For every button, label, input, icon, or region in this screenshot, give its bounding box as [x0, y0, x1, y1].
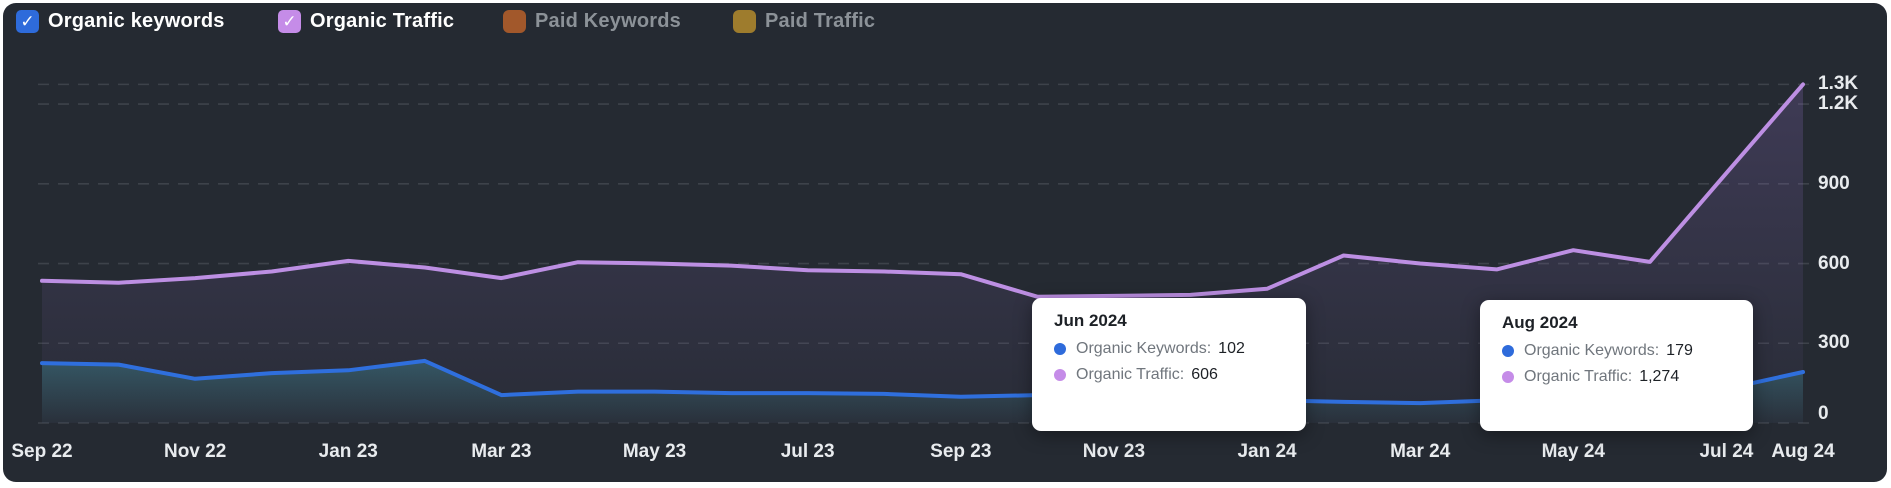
x-axis-label: Sep 23 — [930, 441, 992, 462]
series-dot-icon — [1054, 343, 1066, 355]
y-axis-label: 1.3K — [1818, 73, 1859, 95]
tooltip-row-value: 1,274 — [1639, 368, 1680, 385]
y-axis-label: 300 — [1818, 332, 1850, 354]
legend-item-organic-keywords[interactable]: ✓ Organic keywords — [16, 10, 225, 33]
legend-item-organic-traffic[interactable]: ✓ Organic Traffic — [278, 10, 454, 33]
legend-item-label: Organic Traffic — [310, 10, 455, 32]
x-axis-label: Mar 23 — [471, 441, 532, 462]
tooltip-title: Aug 2024 — [1502, 313, 1578, 332]
tooltip-row-label: Organic Traffic: — [1076, 366, 1185, 383]
series-dot-icon — [1502, 345, 1514, 357]
tooltip-row-label: Organic Traffic: — [1524, 368, 1633, 385]
check-icon: ✓ — [282, 12, 297, 31]
tooltip-row-value: 606 — [1191, 366, 1218, 383]
tooltip-row: Organic Traffic: 1,274 — [1502, 368, 1733, 386]
legend-item-label: Paid Traffic — [765, 10, 876, 32]
y-axis-label: 1.2K — [1818, 93, 1859, 115]
legend: ✓ Organic keywords ✓ Organic Traffic Paid Ke… — [0, 10, 1891, 42]
x-axis-label: May 23 — [622, 441, 687, 462]
tooltip-row-label: Organic Keywords: — [1524, 342, 1660, 359]
series-dot-icon — [1502, 371, 1514, 383]
x-axis-label: Jul 23 — [780, 441, 835, 462]
x-axis-label: Sep 22 — [11, 441, 73, 462]
series-areas — [42, 84, 1803, 424]
legend-item-paid-keywords[interactable]: Paid Keywords — [503, 10, 681, 33]
check-icon: ✓ — [20, 12, 35, 31]
series-dot-icon — [1054, 369, 1066, 381]
x-axis-label: Jan 24 — [1237, 441, 1297, 462]
x-axis-label: Jan 23 — [318, 441, 378, 462]
series-swatch[interactable] — [733, 10, 756, 33]
tooltip-row-value: 102 — [1218, 340, 1245, 357]
x-axis-label: May 24 — [1541, 441, 1605, 462]
tooltip-row-value: 179 — [1666, 342, 1693, 359]
x-axis-label: Nov 22 — [163, 441, 227, 462]
y-axis-label: 0 — [1818, 403, 1829, 424]
tooltip-jun-2024: Jun 2024 Organic Keywords: 102 Organic Traf… — [1032, 298, 1306, 431]
y-axis-label: 900 — [1818, 172, 1850, 194]
y-axis-label: 600 — [1818, 252, 1850, 274]
organic-traffic-area — [42, 84, 1803, 424]
series-swatch[interactable] — [503, 10, 526, 33]
tooltip-row: Organic Keywords: 179 — [1502, 342, 1733, 360]
organic-traffic-line — [40, 82, 1805, 299]
tooltip-title: Jun 2024 — [1054, 311, 1127, 330]
tooltip-row: Organic Keywords: 102 — [1054, 340, 1286, 358]
checkbox-checked[interactable]: ✓ — [278, 10, 301, 33]
legend-item-paid-traffic[interactable]: Paid Traffic — [733, 10, 875, 33]
tooltip-aug-2024: Aug 2024 Organic Keywords: 179 Organic Traf… — [1480, 300, 1753, 431]
x-axis-label: Jul 24 — [1699, 441, 1754, 462]
checkbox-checked[interactable]: ✓ — [16, 10, 39, 33]
tooltip-row-label: Organic Keywords: — [1076, 340, 1212, 357]
x-axis-label: Mar 24 — [1390, 441, 1451, 462]
tooltip-row: Organic Traffic: 606 — [1054, 366, 1286, 384]
x-axis-label: Aug 24 — [1771, 441, 1835, 462]
legend-item-label: Organic keywords — [48, 10, 225, 32]
legend-item-label: Paid Keywords — [535, 10, 681, 32]
x-axis-label: Nov 23 — [1082, 441, 1146, 462]
